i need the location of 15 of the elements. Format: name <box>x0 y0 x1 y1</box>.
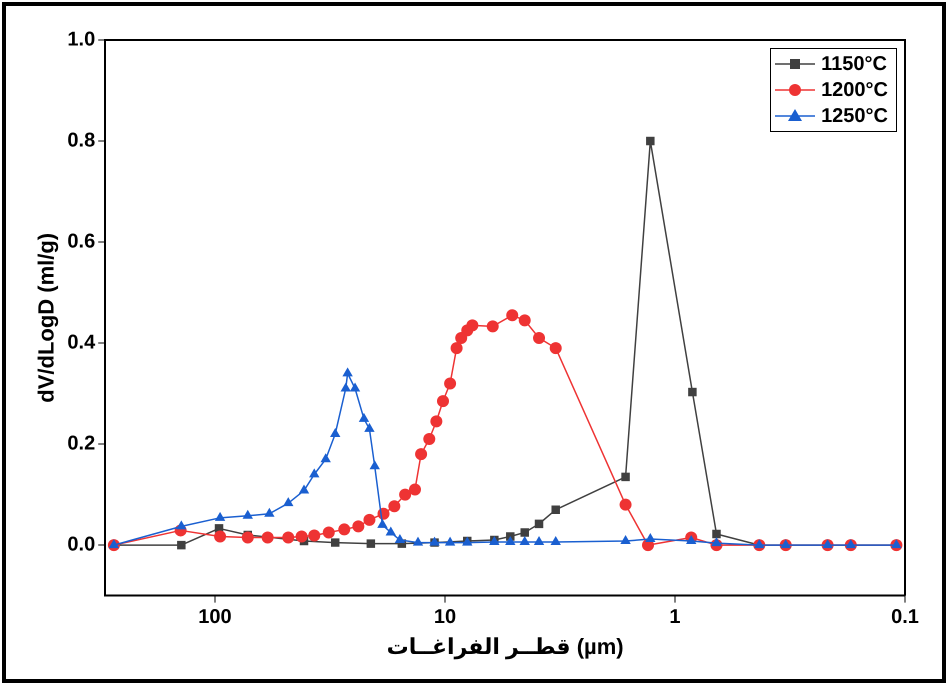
x-tick-label: 100 <box>198 606 232 628</box>
x-axis-title: قطــر الفراغــات (µm) <box>386 634 624 660</box>
legend-label: 1200°C <box>821 78 888 102</box>
x-tick-label: 1 <box>669 606 681 628</box>
y-tick-label: 0.6 <box>67 230 96 253</box>
y-tick-label: 1.0 <box>67 28 96 51</box>
y-tick-label: 0.2 <box>67 432 96 455</box>
x-tick-label: 0.1 <box>891 606 919 628</box>
y-tick-label: 0.4 <box>67 332 96 354</box>
y-axis-title: dV/dLogD (ml/g) <box>33 232 58 403</box>
legend-label: 1250°C <box>821 104 888 128</box>
y-tick-label: 0.0 <box>67 534 96 556</box>
y-tick-label: 0.8 <box>67 130 96 152</box>
x-tick-label: 10 <box>434 606 456 628</box>
legend-label: 1150°C <box>821 52 887 76</box>
